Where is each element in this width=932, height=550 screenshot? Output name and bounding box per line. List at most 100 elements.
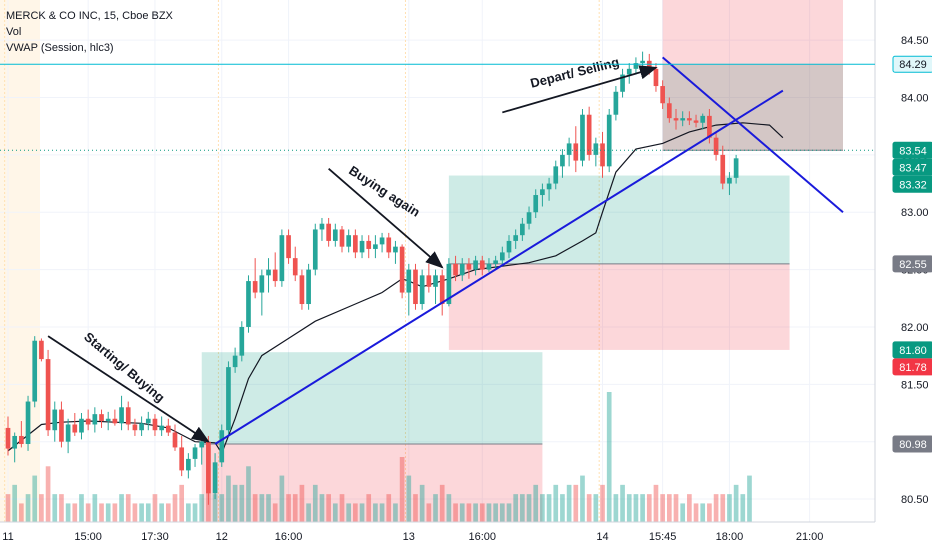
- candle-body: [39, 340, 44, 360]
- volume-bar: [159, 503, 164, 522]
- candle-body: [613, 91, 619, 115]
- candle-body: [513, 235, 519, 241]
- volume-bar: [72, 503, 78, 522]
- volume-bar: [653, 484, 659, 522]
- volume-bar: [540, 494, 545, 522]
- candle-body: [172, 432, 178, 448]
- volume-bar: [279, 475, 285, 522]
- volume-bar: [353, 503, 358, 522]
- candle-body: [45, 359, 51, 431]
- candle-body: [399, 246, 405, 293]
- candle-body: [332, 229, 338, 241]
- candle-body: [299, 275, 305, 305]
- volume-bar: [720, 494, 726, 522]
- volume-bar: [700, 503, 706, 522]
- x-tick-label: 18:00: [716, 531, 744, 543]
- candle-body: [459, 263, 465, 276]
- volume-bar: [145, 503, 151, 522]
- candle-body: [125, 407, 131, 425]
- candle-body: [419, 275, 425, 305]
- candle-body: [19, 435, 24, 444]
- candle-body: [132, 424, 138, 431]
- volume-bar: [105, 503, 111, 522]
- candle-body: [479, 260, 485, 270]
- volume-bar: [179, 484, 185, 522]
- price-tag: [892, 158, 932, 176]
- candle-body: [266, 269, 271, 276]
- y-tick-label: 84.50: [901, 35, 929, 47]
- candle-body: [700, 115, 706, 123]
- price-tag-label: 83.32: [899, 179, 927, 191]
- price-tag: [892, 255, 932, 273]
- candle-body: [219, 430, 225, 463]
- volume-bar: [139, 503, 144, 522]
- volume-bar: [312, 484, 318, 522]
- volume-bar: [386, 494, 392, 522]
- volume-bar: [499, 503, 505, 522]
- y-tick-label: 84.00: [901, 93, 929, 105]
- volume-bar: [687, 494, 692, 522]
- candle-body: [65, 424, 71, 442]
- candle-body: [206, 441, 211, 494]
- candle-body: [312, 229, 318, 270]
- volume-bar: [473, 503, 478, 522]
- candle-body: [339, 229, 345, 247]
- volume-bar: [79, 494, 84, 522]
- price-tag: [892, 141, 932, 159]
- candle-body: [119, 407, 124, 424]
- y-tick-label: 83.00: [901, 207, 929, 219]
- volume-bar: [326, 494, 331, 522]
- volume-bar: [359, 503, 365, 522]
- volume-bar: [673, 494, 679, 522]
- volume-bar: [25, 494, 31, 522]
- price-tag: [892, 55, 932, 73]
- volume-bar: [112, 503, 118, 522]
- price-axis-bg: [875, 0, 932, 550]
- volume-bar: [727, 494, 732, 522]
- volume-bar: [32, 475, 38, 522]
- candle-body: [406, 269, 412, 293]
- candle-body: [259, 275, 265, 293]
- volume-bar: [259, 494, 265, 522]
- volume-bar: [379, 503, 385, 522]
- candle-body: [59, 409, 64, 442]
- candle-body: [5, 427, 11, 449]
- candle-body: [733, 158, 739, 178]
- price-tag: [892, 358, 932, 376]
- volume-bar: [433, 494, 438, 522]
- volume-bar: [740, 494, 746, 522]
- annotation-arrow: [328, 167, 444, 269]
- candle-body: [573, 143, 579, 161]
- volume-bar: [626, 494, 632, 522]
- volume-bar: [292, 494, 298, 522]
- candle-body: [179, 447, 185, 471]
- candle-body: [92, 414, 98, 425]
- trend-line: [214, 89, 784, 445]
- candle-body: [586, 114, 592, 155]
- price-tag-label: 83.47: [899, 162, 927, 174]
- volume-bar: [132, 503, 138, 522]
- volume-bar: [586, 494, 592, 522]
- candle-body: [239, 326, 245, 356]
- volume-bar: [172, 494, 178, 522]
- candle-body: [499, 252, 505, 261]
- volume-bar: [520, 494, 525, 522]
- candle-body: [707, 115, 712, 138]
- candle-body: [393, 246, 398, 253]
- candle-body: [546, 183, 552, 190]
- volume-bar: [45, 466, 51, 522]
- candle-body: [386, 237, 392, 253]
- candle-body: [439, 275, 445, 305]
- candle-body: [232, 355, 238, 368]
- volume-bar: [580, 475, 585, 522]
- candle-body: [520, 223, 525, 236]
- volume-bar: [560, 494, 565, 522]
- candle-body: [112, 418, 118, 424]
- price-tag: [892, 175, 932, 193]
- candle-body: [606, 114, 612, 167]
- volume-bar: [199, 494, 205, 522]
- volume-bar: [399, 457, 405, 522]
- x-tick-label: 13: [403, 531, 415, 543]
- volume-bar: [212, 494, 218, 522]
